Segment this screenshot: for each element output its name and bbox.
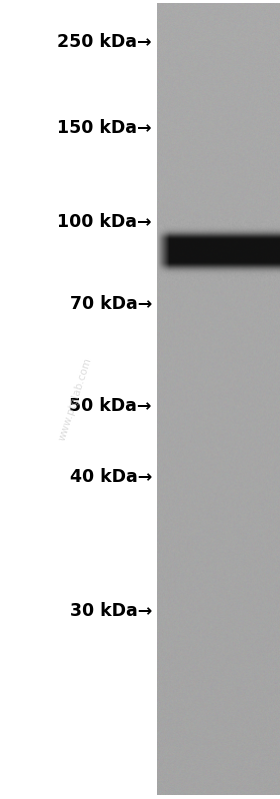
Text: 70 kDa→: 70 kDa→ <box>69 295 152 312</box>
Text: 250 kDa→: 250 kDa→ <box>57 33 152 50</box>
Text: 30 kDa→: 30 kDa→ <box>69 602 152 620</box>
Text: 50 kDa→: 50 kDa→ <box>69 397 152 415</box>
Text: 150 kDa→: 150 kDa→ <box>57 119 152 137</box>
Text: www.ptglab.com: www.ptglab.com <box>57 356 94 443</box>
Text: 40 kDa→: 40 kDa→ <box>69 468 152 486</box>
Text: 100 kDa→: 100 kDa→ <box>57 213 152 231</box>
